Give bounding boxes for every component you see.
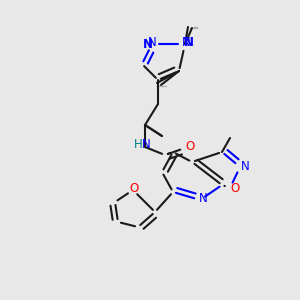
Text: methyl_mark2: methyl_mark2	[158, 85, 168, 87]
Text: O: O	[129, 182, 139, 196]
Text: N: N	[199, 193, 207, 206]
Text: N: N	[143, 38, 153, 50]
Text: N: N	[142, 139, 150, 152]
Text: methyl_mark: methyl_mark	[190, 27, 199, 28]
Text: methyl: methyl	[194, 27, 199, 28]
Text: O: O	[185, 140, 195, 154]
Text: N: N	[241, 160, 249, 172]
Text: N: N	[148, 37, 156, 50]
Text: N: N	[184, 35, 194, 49]
Text: H: H	[134, 139, 142, 152]
Text: N: N	[182, 37, 190, 50]
Text: O: O	[230, 182, 240, 196]
